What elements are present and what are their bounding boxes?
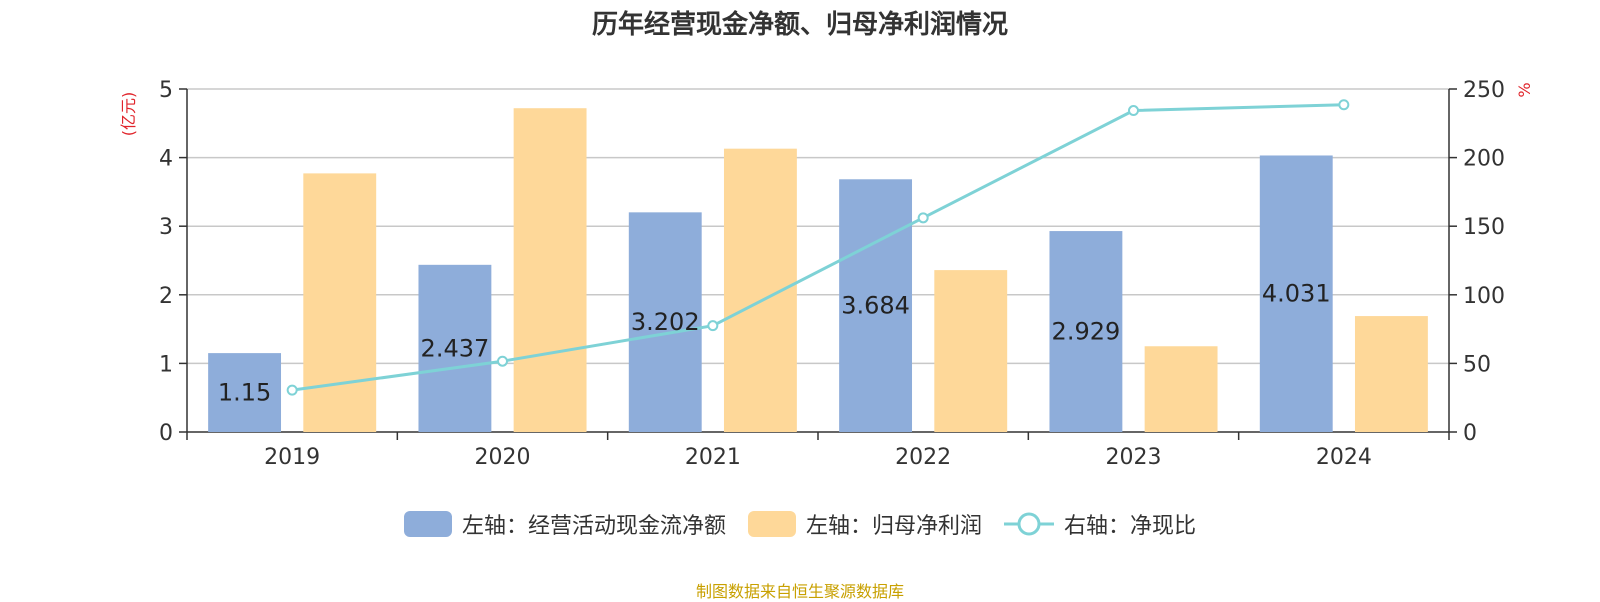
bar-cash	[418, 264, 492, 432]
legend-item-profit[interactable]: 左轴：归母净利润	[747, 508, 982, 540]
x-tick-label: 2023	[1106, 445, 1162, 470]
bar-profit	[1354, 316, 1428, 432]
left-tick-label: 0	[159, 421, 173, 446]
bar-cash	[1259, 155, 1333, 433]
legend-swatch-cash	[403, 511, 452, 537]
right-axis-unit: %	[1515, 82, 1534, 97]
ratio-point	[286, 384, 298, 396]
chart-title: 历年经营现金净额、归母净利润情况	[591, 10, 1008, 40]
right-tick-label: 0	[1463, 421, 1477, 446]
legend-swatch-ratio	[1004, 512, 1054, 536]
data-label-cash: 3.202	[631, 308, 700, 336]
source-note: 制图数据来自恒生聚源数据库	[695, 582, 904, 601]
left-tick-label: 2	[159, 284, 173, 309]
bar-profit	[934, 270, 1008, 432]
x-tick-label: 2019	[264, 445, 320, 470]
data-label-cash: 1.15	[218, 379, 271, 407]
legend-swatch-profit	[747, 511, 796, 537]
ratio-point	[1338, 99, 1350, 111]
legend-item-ratio[interactable]: 右轴：净现比	[1004, 508, 1196, 540]
bar-profit	[513, 108, 587, 432]
data-label-cash: 4.031	[1262, 280, 1331, 308]
bar-cash	[628, 212, 702, 432]
x-tick-label: 2021	[685, 445, 741, 470]
right-tick-label: 100	[1463, 284, 1505, 309]
x-tick-label: 2022	[895, 445, 951, 470]
data-label-cash: 3.684	[841, 292, 910, 320]
bar-cash	[839, 179, 913, 432]
x-tick-label: 2024	[1316, 445, 1372, 470]
ratio-line	[286, 99, 1350, 396]
data-labels: 1.15 2.437 3.202 3.684 2.929 4.031	[218, 280, 1331, 407]
left-tick-label: 5	[159, 78, 173, 103]
bar-profit	[303, 173, 377, 433]
left-axis-unit: (亿元)	[119, 92, 138, 137]
right-tick-label: 200	[1463, 147, 1505, 172]
ratio-point	[707, 320, 719, 332]
bars	[208, 108, 1428, 433]
bar-cash	[208, 353, 282, 432]
bar-profit	[1144, 346, 1218, 432]
ratio-line-path	[291, 103, 1344, 392]
left-tick-label: 1	[159, 352, 173, 377]
data-label-cash: 2.437	[421, 334, 490, 362]
legend-label-profit: 左轴：归母净利润	[805, 514, 982, 539]
grid-lines	[187, 88, 1449, 365]
legend: 左轴：经营活动现金流净额 左轴：归母净利润 右轴：净现比	[0, 508, 1600, 540]
bar-cash	[1049, 231, 1123, 432]
ratio-point	[917, 212, 929, 224]
legend-item-cash[interactable]: 左轴：经营活动现金流净额	[403, 508, 726, 540]
bar-profit	[723, 148, 797, 432]
ratio-point	[1128, 105, 1139, 117]
legend-label-cash: 左轴：经营活动现金流净额	[461, 514, 726, 539]
left-tick-label: 3	[159, 215, 173, 240]
left-tick-label: 4	[159, 147, 173, 172]
legend-label-ratio: 右轴：净现比	[1064, 514, 1197, 539]
ratio-point	[497, 355, 508, 367]
x-tick-label: 2020	[475, 445, 531, 470]
right-tick-label: 250	[1463, 78, 1505, 103]
data-label-cash: 2.929	[1052, 318, 1121, 346]
right-tick-label: 50	[1463, 352, 1491, 377]
right-tick-label: 150	[1463, 215, 1505, 240]
